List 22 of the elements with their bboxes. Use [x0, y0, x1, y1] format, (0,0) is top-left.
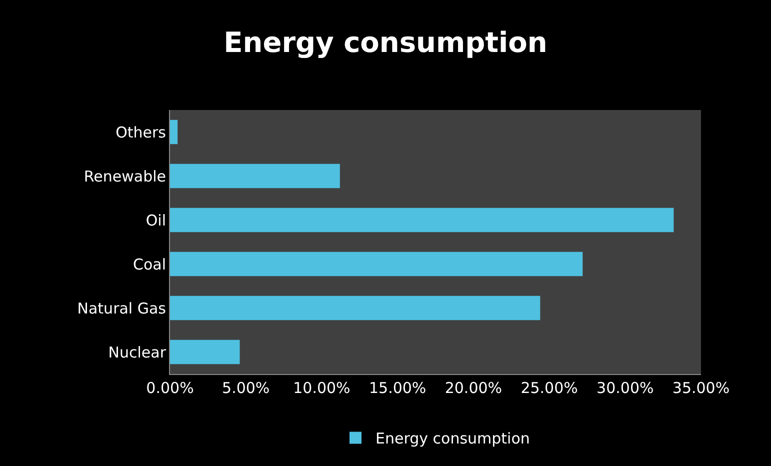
y-tick-label: Renewable — [84, 167, 166, 186]
y-tick-label: Nuclear — [108, 343, 167, 362]
x-tick-label: 30.00% — [596, 379, 654, 397]
chart-title: Energy consumption — [224, 26, 548, 60]
x-tick-label: 0.00% — [146, 379, 194, 397]
bar — [170, 164, 340, 188]
y-tick-label: Natural Gas — [77, 299, 166, 318]
x-tick-label: 35.00% — [672, 379, 730, 397]
y-tick-label: Oil — [146, 211, 166, 230]
x-tick-label: 5.00% — [222, 379, 270, 397]
y-tick-label: Others — [116, 123, 166, 142]
x-tick-label: 25.00% — [520, 379, 578, 397]
y-tick-label: Coal — [132, 255, 166, 274]
bar — [170, 208, 674, 232]
bar — [170, 296, 540, 320]
bar — [170, 252, 583, 276]
legend-label: Energy consumption — [376, 430, 530, 448]
x-tick-label: 20.00% — [444, 379, 502, 397]
bar — [170, 340, 240, 364]
bar — [170, 120, 178, 144]
x-tick-label: 10.00% — [293, 379, 350, 397]
x-tick-label: 15.00% — [368, 379, 426, 397]
